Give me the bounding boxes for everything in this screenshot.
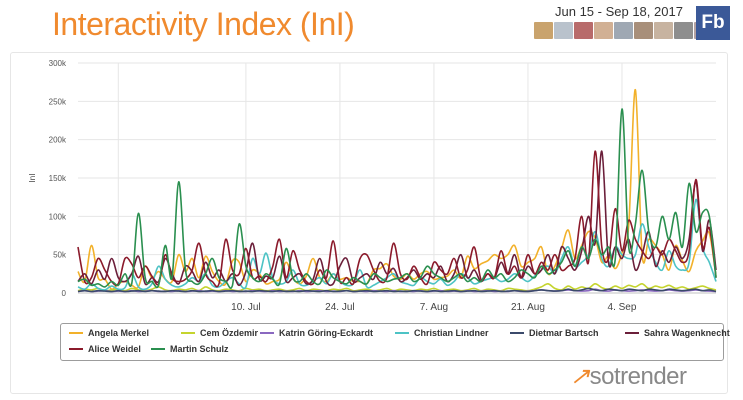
legend-item[interactable]: Martin Schulz [151,344,229,354]
avatar [614,22,633,39]
legend-item[interactable]: Christian Lindner [395,328,489,338]
legend-swatch [181,332,195,334]
legend-label: Christian Lindner [414,328,489,338]
series-line-alice-weidel [77,150,717,288]
legend-label: Alice Weidel [88,344,141,354]
legend-label: Sahra Wagenknecht [644,328,730,338]
y-tick-label: 100k [49,212,67,221]
legend-swatch [260,332,274,334]
facebook-badge: Fb [696,6,730,40]
avatar [674,22,693,39]
brand-name: sotrender [589,363,687,390]
sotrender-arrow-icon: ↗ [570,363,590,390]
chart-frame [10,52,728,394]
x-tick-label: 4. Sep [608,302,637,313]
avatar [594,22,613,39]
y-tick-label: 50k [53,251,67,260]
y-tick-label: 300k [49,59,67,68]
legend-swatch [151,348,165,350]
avatar [654,22,673,39]
x-tick-label: 7. Aug [420,302,448,313]
legend-item[interactable]: Angela Merkel [69,328,149,338]
avatar [634,22,653,39]
sotrender-logo: ↗sotrender [570,362,687,391]
politician-avatars [534,22,713,39]
avatar [574,22,593,39]
chart-title: Interactivity Index (InI) [52,6,355,42]
legend-item[interactable]: Dietmar Bartsch [510,328,599,338]
series-line-martin-schulz [77,108,717,289]
series-line-dietmar-bartsch [77,287,717,293]
avatar [534,22,553,39]
x-tick-label: 10. Jul [231,302,260,313]
legend-item[interactable]: Katrin Göring-Eckardt [260,328,373,338]
y-axis-label: InI [28,174,37,183]
legend-swatch [69,332,83,334]
legend-swatch [510,332,524,334]
legend-swatch [625,332,639,334]
avatar [554,22,573,39]
legend-label: Dietmar Bartsch [529,328,599,338]
legend-item[interactable]: Alice Weidel [69,344,141,354]
chart-legend: Angela Merkel Cem Özdemir Katrin Göring-Ec… [60,323,730,361]
legend-swatch [395,332,409,334]
legend-item[interactable]: Sahra Wagenknecht [625,328,730,338]
x-tick-label: 21. Aug [511,302,545,313]
legend-label: Angela Merkel [88,328,150,338]
legend-label: Cem Özdemir [200,328,259,338]
y-tick-label: 200k [49,136,67,145]
legend-label: Katrin Göring-Eckardt [279,328,374,338]
y-tick-label: 150k [49,174,67,183]
date-range: Jun 15 - Sep 18, 2017 [555,4,683,19]
legend-item[interactable]: Cem Özdemir [181,328,258,338]
legend-swatch [69,348,83,350]
y-tick-label: 0 [62,289,67,298]
y-tick-label: 250k [49,97,67,106]
legend-label: Martin Schulz [170,344,229,354]
x-tick-label: 24. Jul [325,302,354,313]
